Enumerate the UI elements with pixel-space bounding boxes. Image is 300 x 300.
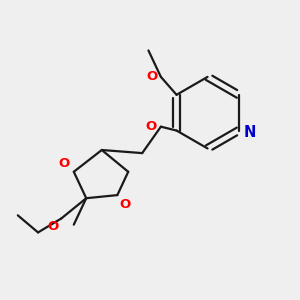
Text: O: O (119, 198, 130, 211)
Text: N: N (244, 124, 256, 140)
Text: O: O (146, 70, 157, 83)
Text: O: O (145, 119, 157, 133)
Text: O: O (47, 220, 58, 233)
Text: O: O (59, 157, 70, 170)
